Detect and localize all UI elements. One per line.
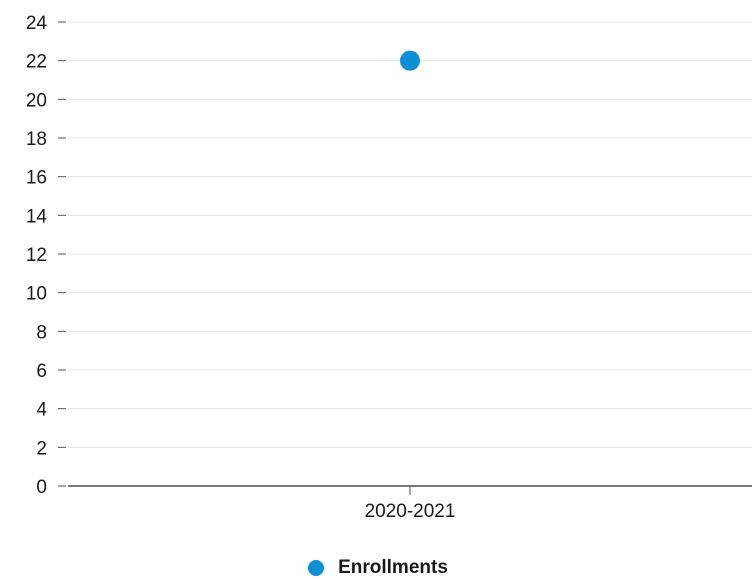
- y-tick-label-8: 8: [36, 322, 47, 343]
- y-tick-label-24: 24: [26, 13, 48, 34]
- legend: Enrollments: [0, 555, 756, 581]
- y-tick-label-14: 14: [26, 206, 48, 227]
- y-tick-label-2: 2: [36, 438, 47, 459]
- y-tick-label-12: 12: [26, 245, 47, 266]
- grid-lines: [68, 21, 752, 448]
- x-tick-label-0: 2020-2021: [365, 501, 456, 522]
- y-tick-label-18: 18: [26, 129, 47, 150]
- legend-marker-enrollments-icon[interactable]: [308, 560, 325, 576]
- y-tick-label-0: 0: [36, 477, 47, 498]
- y-tick-label-20: 20: [26, 90, 47, 111]
- x-axis: 2020-2021: [68, 485, 752, 522]
- data-point-0-0[interactable]: [400, 50, 420, 71]
- y-tick-label-10: 10: [26, 284, 47, 305]
- data-points: [400, 50, 420, 71]
- y-tick-label-4: 4: [36, 400, 47, 421]
- y-tick-label-6: 6: [36, 361, 47, 382]
- legend-label-enrollments[interactable]: Enrollments: [338, 557, 448, 578]
- y-tick-label-16: 16: [26, 168, 47, 189]
- y-tick-label-22: 22: [26, 52, 47, 73]
